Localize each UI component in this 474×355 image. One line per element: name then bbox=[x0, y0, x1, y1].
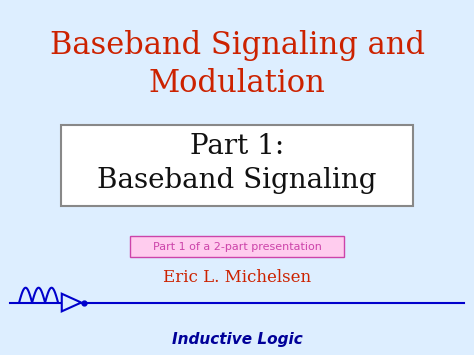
FancyBboxPatch shape bbox=[130, 236, 344, 257]
FancyBboxPatch shape bbox=[61, 125, 413, 206]
Text: Eric L. Michelsen: Eric L. Michelsen bbox=[163, 269, 311, 286]
Text: Part 1:
Baseband Signaling: Part 1: Baseband Signaling bbox=[97, 133, 377, 194]
Polygon shape bbox=[62, 294, 81, 311]
Text: Baseband Signaling and
Modulation: Baseband Signaling and Modulation bbox=[49, 30, 425, 99]
Text: Inductive Logic: Inductive Logic bbox=[172, 332, 302, 346]
Text: Part 1 of a 2-part presentation: Part 1 of a 2-part presentation bbox=[153, 241, 321, 252]
